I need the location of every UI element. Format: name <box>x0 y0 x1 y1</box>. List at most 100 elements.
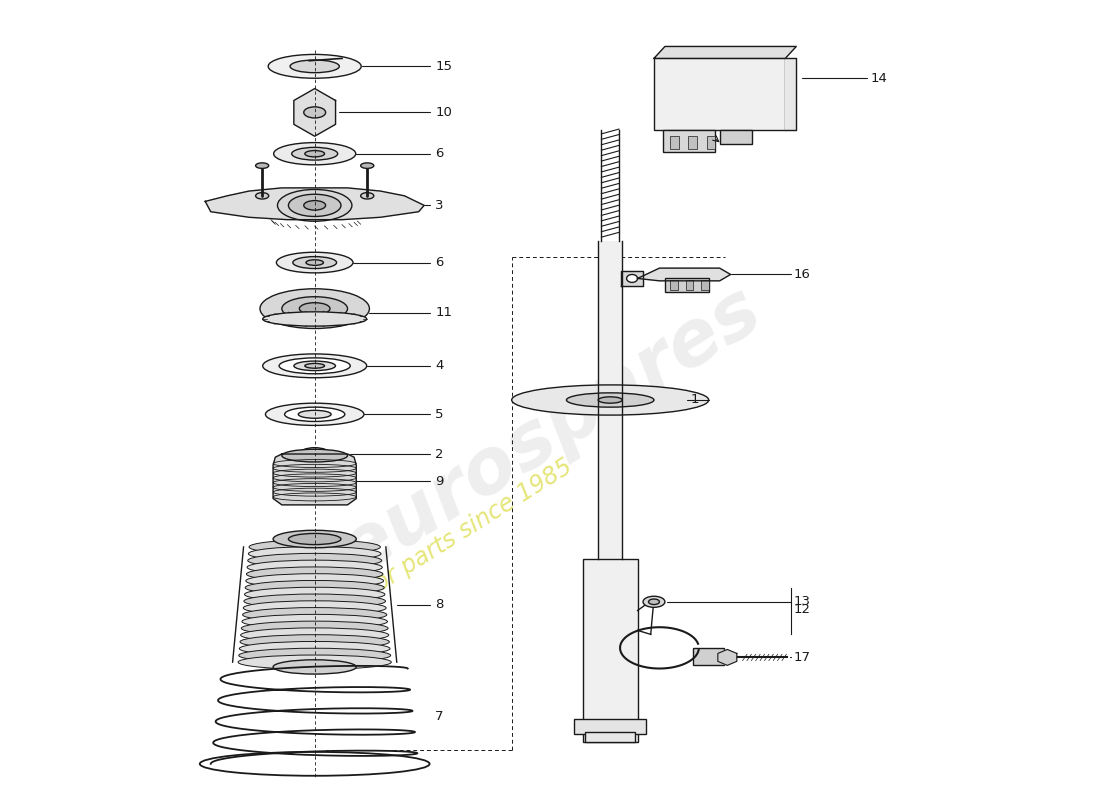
Polygon shape <box>718 650 737 666</box>
Polygon shape <box>785 58 796 130</box>
Text: 2: 2 <box>436 447 443 461</box>
Text: 17: 17 <box>794 651 811 664</box>
Polygon shape <box>638 268 730 281</box>
Text: 8: 8 <box>436 598 443 611</box>
Ellipse shape <box>277 190 352 222</box>
Ellipse shape <box>598 397 623 403</box>
Ellipse shape <box>285 407 344 422</box>
Text: 3: 3 <box>436 199 443 212</box>
Ellipse shape <box>274 142 355 165</box>
Polygon shape <box>294 89 335 136</box>
Ellipse shape <box>268 54 361 78</box>
Ellipse shape <box>244 587 385 602</box>
Bar <box>662 130 715 152</box>
Ellipse shape <box>249 546 381 561</box>
Ellipse shape <box>288 194 341 217</box>
Text: 14: 14 <box>871 72 888 85</box>
Text: 11: 11 <box>436 306 452 319</box>
Ellipse shape <box>566 393 654 407</box>
Ellipse shape <box>246 567 383 582</box>
Ellipse shape <box>304 201 326 210</box>
Bar <box>670 136 679 149</box>
Text: 15: 15 <box>436 60 452 73</box>
Ellipse shape <box>305 150 324 157</box>
Ellipse shape <box>276 252 353 273</box>
Ellipse shape <box>241 628 388 642</box>
Text: 13: 13 <box>794 595 811 608</box>
Ellipse shape <box>282 297 348 321</box>
Ellipse shape <box>361 193 374 199</box>
Text: 5: 5 <box>436 408 443 421</box>
Ellipse shape <box>299 302 330 314</box>
Ellipse shape <box>240 642 390 656</box>
Text: 1: 1 <box>690 394 698 406</box>
Text: a passion for parts since 1985: a passion for parts since 1985 <box>261 454 576 664</box>
Ellipse shape <box>649 599 659 605</box>
Text: 6: 6 <box>436 256 443 269</box>
Text: 7: 7 <box>436 710 443 722</box>
Ellipse shape <box>248 554 382 568</box>
Polygon shape <box>206 188 425 220</box>
Text: 9: 9 <box>436 474 443 487</box>
Bar <box>706 136 715 149</box>
Bar <box>654 58 785 130</box>
Ellipse shape <box>239 648 390 662</box>
Ellipse shape <box>292 147 338 160</box>
Ellipse shape <box>245 574 384 588</box>
Ellipse shape <box>249 540 381 554</box>
Ellipse shape <box>260 289 370 329</box>
Bar <box>685 280 693 290</box>
Ellipse shape <box>279 358 350 374</box>
Bar <box>583 559 638 742</box>
Bar <box>701 280 708 290</box>
Polygon shape <box>273 454 356 505</box>
Ellipse shape <box>294 361 335 370</box>
Ellipse shape <box>248 560 383 574</box>
Ellipse shape <box>263 312 366 326</box>
Ellipse shape <box>240 634 389 649</box>
Text: eurospares: eurospares <box>326 273 774 591</box>
Polygon shape <box>654 46 796 58</box>
Ellipse shape <box>307 451 322 457</box>
Ellipse shape <box>265 403 364 426</box>
Ellipse shape <box>255 163 268 169</box>
Bar <box>689 136 697 149</box>
Ellipse shape <box>238 655 392 670</box>
Ellipse shape <box>627 274 638 282</box>
Ellipse shape <box>243 601 386 615</box>
Ellipse shape <box>282 450 348 462</box>
Text: 12: 12 <box>794 603 811 616</box>
Bar <box>719 130 752 144</box>
Ellipse shape <box>293 257 337 269</box>
Bar <box>598 241 623 559</box>
Ellipse shape <box>244 594 385 608</box>
Ellipse shape <box>273 530 356 548</box>
Text: 6: 6 <box>436 147 443 160</box>
Ellipse shape <box>273 660 356 674</box>
Ellipse shape <box>361 163 374 169</box>
Ellipse shape <box>305 363 324 368</box>
Ellipse shape <box>242 614 387 629</box>
Text: 16: 16 <box>794 268 811 281</box>
Ellipse shape <box>241 621 388 635</box>
Polygon shape <box>621 270 643 286</box>
Ellipse shape <box>288 534 341 545</box>
Ellipse shape <box>298 410 331 418</box>
Ellipse shape <box>304 107 326 118</box>
Ellipse shape <box>644 596 664 607</box>
Ellipse shape <box>306 260 323 266</box>
Ellipse shape <box>512 385 708 415</box>
Bar <box>574 719 647 734</box>
Ellipse shape <box>299 448 330 460</box>
Bar <box>585 732 636 742</box>
Ellipse shape <box>290 60 339 73</box>
Bar <box>664 278 708 292</box>
Text: 4: 4 <box>436 359 443 372</box>
Ellipse shape <box>243 607 387 622</box>
Text: 10: 10 <box>436 106 452 119</box>
Ellipse shape <box>245 581 384 594</box>
Ellipse shape <box>255 193 268 199</box>
Bar <box>693 648 724 666</box>
Bar <box>670 280 678 290</box>
Ellipse shape <box>263 354 366 378</box>
